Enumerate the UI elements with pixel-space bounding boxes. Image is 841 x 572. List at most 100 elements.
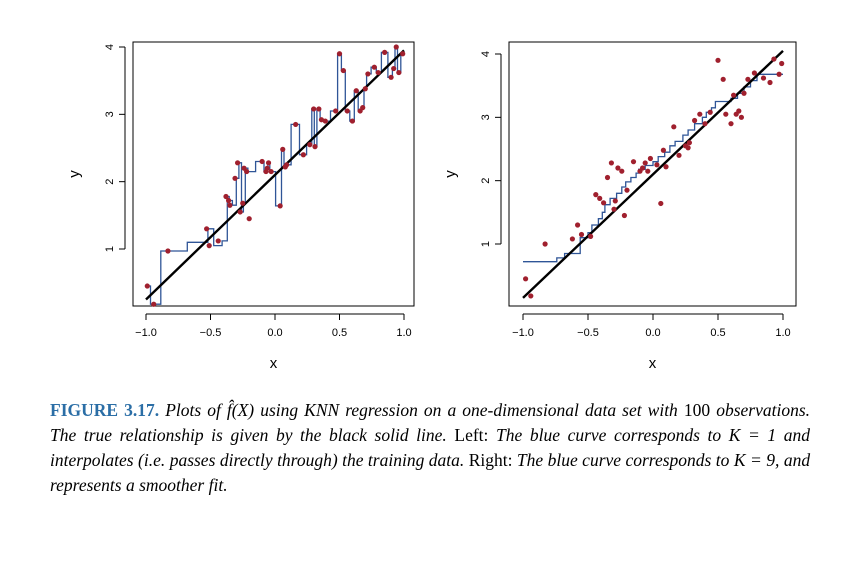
data-point <box>371 64 377 70</box>
data-point <box>316 106 322 112</box>
figure: −1.0 −0.5 0.0 0.5 1.0 1 2 3 4 x y −1.0 −0.5 0.0 0.5 1.… <box>66 41 797 372</box>
data-point <box>686 140 693 146</box>
data-point <box>779 60 785 67</box>
caption-right-text-1: The blue curve corresponds to <box>516 450 730 470</box>
caption-fhat: f̂(X) <box>226 400 255 420</box>
caption-text-3: observations. The true relationship is g… <box>50 400 811 445</box>
data-point <box>362 86 368 92</box>
data-point <box>647 155 654 162</box>
data-point <box>612 198 618 204</box>
data-point <box>300 152 306 158</box>
x-axis-label: x <box>270 355 278 372</box>
y-axis-label: y <box>442 170 459 178</box>
data-point <box>760 75 767 81</box>
data-point <box>151 301 157 307</box>
data-point <box>685 145 691 151</box>
data-point <box>741 90 747 96</box>
data-point <box>204 226 210 232</box>
data-point <box>206 243 212 249</box>
data-point <box>621 212 628 219</box>
data-point <box>259 158 265 165</box>
data-point <box>264 165 270 171</box>
data-point <box>575 222 581 228</box>
true-relationship-line <box>522 49 784 299</box>
data-point <box>723 111 729 117</box>
data-point <box>578 231 585 238</box>
data-point <box>244 168 250 175</box>
x-tick-label: 1.0 <box>775 327 790 339</box>
y-tick-label: 1 <box>104 246 116 252</box>
data-point <box>215 238 221 244</box>
data-point <box>645 168 651 174</box>
data-point <box>528 293 534 299</box>
data-point <box>234 160 241 166</box>
data-point <box>265 160 272 166</box>
y-tick-label: 3 <box>480 114 492 120</box>
figure-caption: FIGURE 3.17. Plots of f̂(X) using KNN re… <box>50 398 810 498</box>
data-point <box>277 203 283 209</box>
data-point <box>322 118 328 124</box>
data-point <box>597 195 603 201</box>
y-tick-label: 3 <box>104 111 116 117</box>
y-tick-label: 1 <box>480 241 492 247</box>
data-point <box>569 236 576 242</box>
data-point <box>660 147 667 153</box>
data-point <box>751 70 758 76</box>
data-point <box>353 88 359 94</box>
data-point <box>240 200 246 206</box>
data-point <box>738 114 745 120</box>
caption-left-eq: K = 1 <box>728 425 777 445</box>
data-point <box>654 162 660 168</box>
data-point <box>284 162 290 168</box>
data-point <box>144 283 150 289</box>
data-point <box>268 168 274 175</box>
data-point <box>225 197 232 204</box>
data-point <box>382 49 388 55</box>
caption-left-text-1: The blue curve corresponds to <box>496 425 722 445</box>
plot-frame <box>132 41 415 307</box>
data-point <box>658 200 664 207</box>
data-point <box>396 69 402 76</box>
data-point <box>692 117 698 124</box>
caption-text-2: using KNN regression on a one-dimensiona… <box>260 400 678 420</box>
x-tick-label: −1.0 <box>135 327 157 339</box>
data-point <box>223 193 229 200</box>
x-tick-label: 0.5 <box>710 327 725 339</box>
data-point <box>720 76 726 82</box>
data-point <box>388 74 394 80</box>
data-point <box>336 51 343 57</box>
caption-left-label: Left: <box>454 425 489 445</box>
caption-right-label: Right: <box>468 450 513 470</box>
data-point <box>642 160 648 166</box>
data-point <box>715 57 721 63</box>
y-tick-label: 4 <box>480 51 492 57</box>
data-point <box>349 118 355 124</box>
right-knn-plot: −1.0 −0.5 0.0 0.5 1.0 1 2 3 4 x y <box>442 41 797 372</box>
caption-right-text-2: , and represents a smoother fit. <box>50 450 811 495</box>
x-tick-label: −0.5 <box>200 327 222 339</box>
x-tick-label: −0.5 <box>577 327 599 339</box>
data-point <box>615 165 621 171</box>
data-point <box>588 233 594 239</box>
data-point <box>165 248 171 254</box>
left-knn-plot: −1.0 −0.5 0.0 0.5 1.0 1 2 3 4 x y <box>66 41 415 372</box>
data-point <box>776 71 782 77</box>
y-tick-label: 2 <box>104 179 116 185</box>
y-axis-label: y <box>66 170 83 178</box>
data-point <box>671 124 677 130</box>
x-tick-label: 0.0 <box>267 327 282 339</box>
data-point <box>237 209 243 215</box>
caption-label: FIGURE 3.17. <box>50 400 160 420</box>
data-point <box>604 174 611 181</box>
data-point <box>697 111 703 117</box>
data-point <box>391 65 397 72</box>
y-tick-label: 2 <box>480 178 492 184</box>
x-tick-label: −1.0 <box>512 327 534 339</box>
data-point <box>307 142 313 148</box>
data-point <box>311 106 317 112</box>
x-axis-label: x <box>649 355 657 372</box>
data-point <box>593 192 599 198</box>
plot-frame <box>508 41 797 307</box>
data-point <box>731 92 737 98</box>
data-point <box>333 108 339 114</box>
